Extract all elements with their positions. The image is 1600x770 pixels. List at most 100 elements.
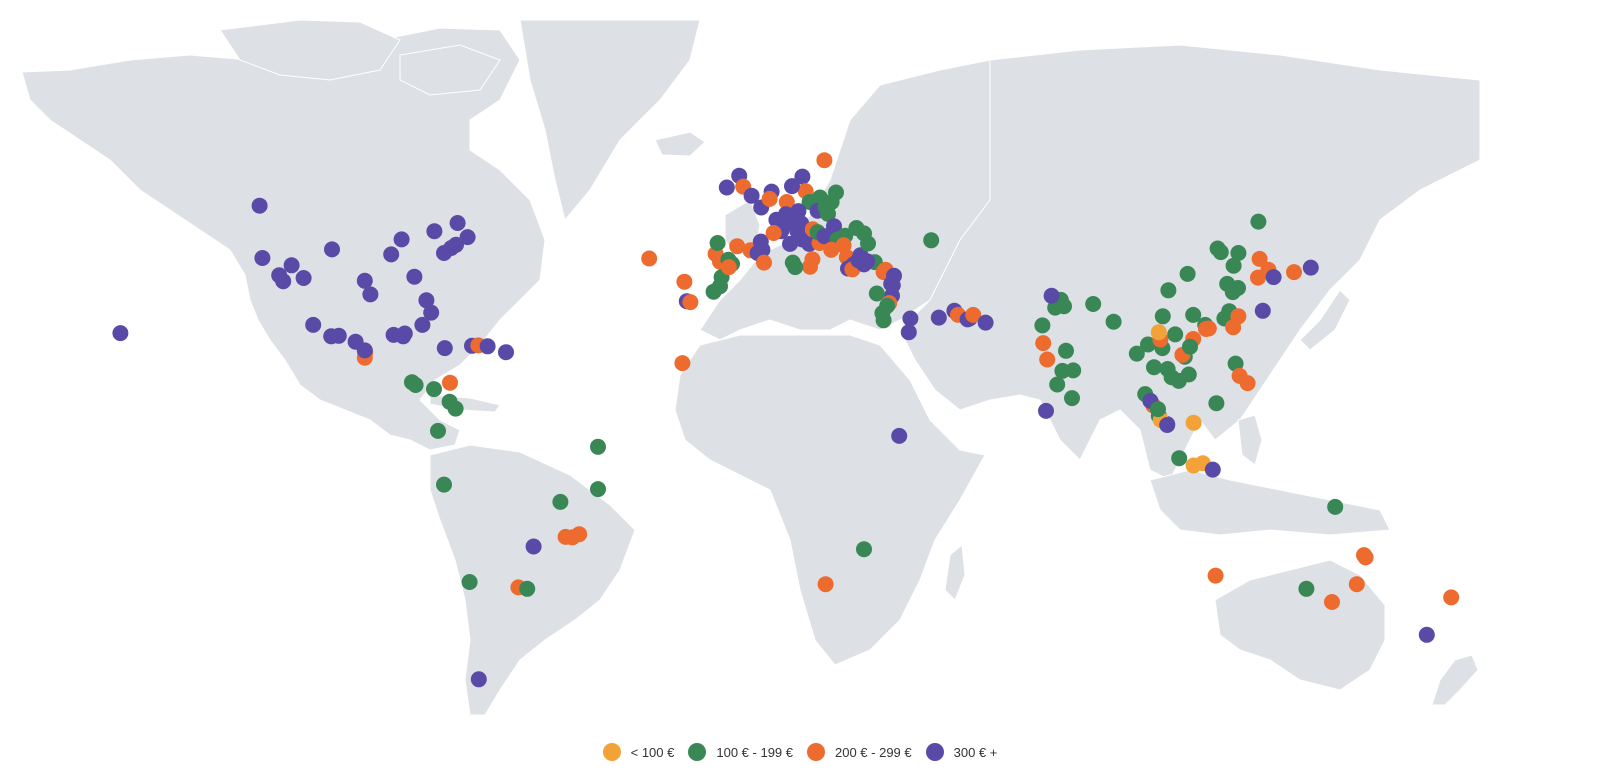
- destination-dot[interactable]: [923, 232, 940, 249]
- destination-dot[interactable]: [1230, 245, 1247, 261]
- destination-dot[interactable]: [441, 393, 458, 410]
- destination-dot[interactable]: [817, 198, 834, 215]
- destination-dot[interactable]: [1254, 302, 1271, 319]
- destination-dot[interactable]: [1302, 259, 1319, 276]
- destination-dot[interactable]: [1348, 576, 1365, 593]
- destination-dot[interactable]: [418, 292, 435, 309]
- destination-dot[interactable]: [254, 250, 271, 266]
- destination-dot[interactable]: [1056, 298, 1072, 315]
- destination-dot[interactable]: [802, 258, 818, 275]
- destination-dot[interactable]: [1207, 567, 1224, 584]
- destination-dot[interactable]: [470, 671, 487, 688]
- destination-dot[interactable]: [1128, 345, 1145, 362]
- destination-dot[interactable]: [1085, 296, 1102, 312]
- destination-dot[interactable]: [1225, 257, 1242, 274]
- destination-dot[interactable]: [1160, 282, 1177, 299]
- destination-dot[interactable]: [729, 238, 746, 255]
- destination-dot[interactable]: [295, 270, 312, 286]
- destination-dot[interactable]: [1418, 626, 1435, 643]
- destination-dot[interactable]: [552, 493, 569, 510]
- destination-dot[interactable]: [709, 235, 726, 251]
- destination-dot[interactable]: [794, 168, 811, 185]
- destination-dot[interactable]: [977, 314, 994, 331]
- destination-dot[interactable]: [1146, 359, 1162, 376]
- destination-dot[interactable]: [1167, 326, 1184, 343]
- destination-dot[interactable]: [330, 327, 347, 344]
- destination-dot[interactable]: [674, 355, 691, 372]
- destination-dot[interactable]: [1065, 362, 1082, 379]
- destination-dot[interactable]: [682, 294, 699, 311]
- destination-dot[interactable]: [856, 541, 872, 558]
- destination-dot[interactable]: [251, 197, 268, 214]
- destination-dot[interactable]: [930, 309, 947, 326]
- destination-dot[interactable]: [1225, 319, 1242, 336]
- destination-dot[interactable]: [1058, 342, 1074, 359]
- destination-dot[interactable]: [756, 254, 772, 271]
- destination-dot[interactable]: [718, 179, 735, 196]
- destination-dot[interactable]: [900, 324, 917, 341]
- destination-dot[interactable]: [324, 241, 340, 258]
- destination-dot[interactable]: [826, 218, 842, 235]
- destination-dot[interactable]: [720, 259, 737, 276]
- destination-dot[interactable]: [1327, 498, 1344, 515]
- destination-dot[interactable]: [112, 325, 129, 342]
- destination-dot[interactable]: [1039, 351, 1056, 368]
- legend-item-100-199[interactable]: 100 € - 199 €: [688, 743, 793, 761]
- destination-dot[interactable]: [1159, 361, 1176, 377]
- destination-dot[interactable]: [1185, 414, 1202, 431]
- destination-dot[interactable]: [461, 574, 478, 590]
- destination-dot[interactable]: [1034, 317, 1051, 334]
- destination-dot[interactable]: [448, 236, 464, 253]
- destination-dot[interactable]: [879, 297, 896, 314]
- destination-dot[interactable]: [442, 374, 458, 391]
- destination-dot[interactable]: [1324, 594, 1340, 610]
- destination-dot[interactable]: [1105, 313, 1122, 330]
- destination-dot[interactable]: [787, 259, 804, 276]
- destination-dot[interactable]: [356, 342, 373, 359]
- destination-dot[interactable]: [393, 231, 410, 248]
- destination-dot[interactable]: [1038, 402, 1054, 419]
- destination-dot[interactable]: [275, 273, 292, 290]
- destination-dot[interactable]: [816, 228, 833, 245]
- destination-dot[interactable]: [1159, 417, 1176, 433]
- destination-dot[interactable]: [1265, 269, 1282, 286]
- destination-dot[interactable]: [641, 250, 658, 267]
- destination-dot[interactable]: [875, 312, 892, 329]
- destination-dot[interactable]: [362, 286, 379, 303]
- destination-dot[interactable]: [1043, 287, 1060, 304]
- destination-dot[interactable]: [859, 253, 876, 270]
- destination-dot[interactable]: [1230, 280, 1246, 296]
- legend-item-lt100[interactable]: < 100 €: [602, 743, 674, 761]
- destination-dot[interactable]: [891, 427, 908, 444]
- destination-dot[interactable]: [860, 235, 876, 252]
- destination-dot[interactable]: [1179, 265, 1196, 282]
- destination-dot[interactable]: [498, 344, 514, 361]
- destination-dot[interactable]: [1198, 321, 1214, 337]
- destination-dot[interactable]: [1227, 355, 1244, 372]
- destination-dot[interactable]: [1298, 580, 1315, 597]
- destination-dot[interactable]: [383, 246, 400, 263]
- destination-dot[interactable]: [436, 476, 452, 493]
- destination-dot[interactable]: [479, 338, 496, 355]
- destination-dot[interactable]: [823, 241, 840, 258]
- destination-dot[interactable]: [1150, 401, 1166, 418]
- destination-dot[interactable]: [1212, 244, 1229, 261]
- destination-dot[interactable]: [868, 285, 885, 302]
- destination-dot[interactable]: [525, 538, 542, 555]
- destination-dot[interactable]: [1182, 338, 1198, 355]
- legend-item-300-plus[interactable]: 300 € +: [925, 743, 997, 761]
- destination-dot[interactable]: [519, 580, 536, 597]
- destination-dot[interactable]: [761, 190, 778, 207]
- destination-dot[interactable]: [782, 235, 798, 252]
- destination-dot[interactable]: [778, 194, 795, 210]
- destination-dot[interactable]: [1140, 336, 1156, 353]
- destination-dot[interactable]: [395, 328, 412, 345]
- destination-dot[interactable]: [1180, 366, 1197, 383]
- destination-dot[interactable]: [784, 178, 800, 195]
- destination-dot[interactable]: [902, 310, 919, 327]
- legend-item-200-299[interactable]: 200 € - 299 €: [807, 743, 912, 761]
- destination-dot[interactable]: [705, 283, 722, 300]
- destination-dot[interactable]: [1035, 335, 1052, 352]
- destination-dot[interactable]: [1231, 367, 1248, 384]
- destination-dot[interactable]: [1150, 324, 1167, 341]
